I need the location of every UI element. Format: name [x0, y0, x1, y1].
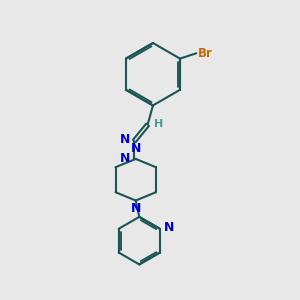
Text: Br: Br — [197, 47, 212, 60]
Text: N: N — [130, 202, 141, 215]
Text: H: H — [154, 118, 164, 128]
Text: N: N — [130, 142, 141, 155]
Text: N: N — [120, 152, 131, 165]
Text: N: N — [120, 134, 131, 146]
Text: N: N — [164, 221, 174, 234]
